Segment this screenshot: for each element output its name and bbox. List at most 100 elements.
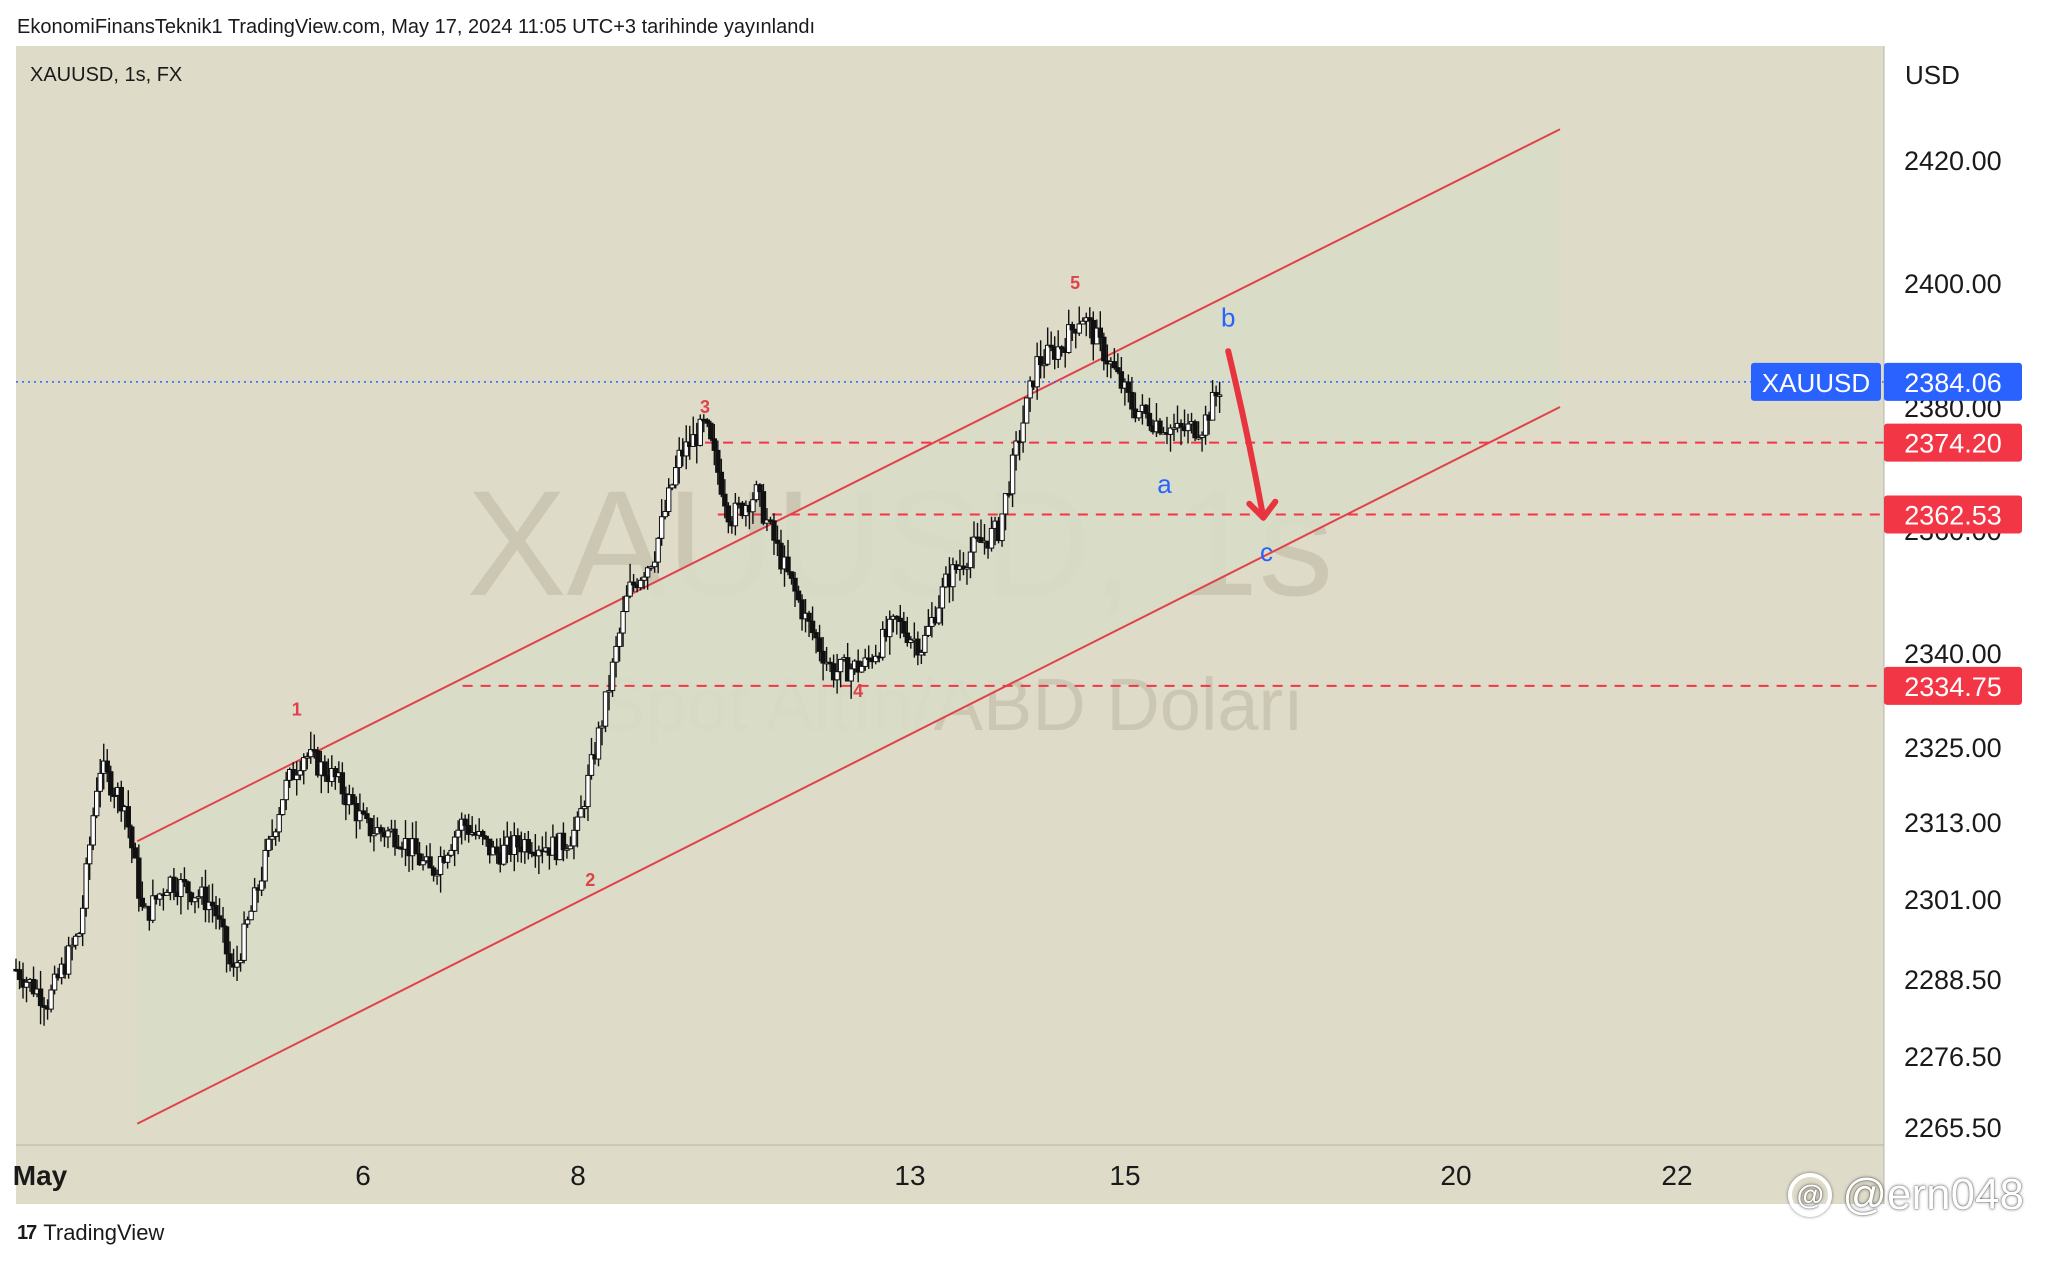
candle-body — [65, 945, 72, 975]
candle-body — [427, 856, 433, 869]
candle-body — [392, 828, 398, 848]
wave-label: 3 — [700, 397, 710, 417]
candle-body — [444, 854, 451, 863]
publish-info: EkonomiFinansTeknik1 TradingView.com, Ma… — [17, 16, 816, 38]
candle-body — [1111, 361, 1118, 369]
candle-body — [434, 873, 440, 877]
wave-label: 1 — [292, 700, 302, 720]
tradingview-logo[interactable]: 17 TradingView — [17, 1220, 164, 1246]
candle-body — [585, 774, 591, 808]
candle-body — [880, 628, 886, 658]
candle-body — [462, 818, 468, 826]
candle-body — [1027, 380, 1033, 399]
candle-body — [483, 835, 489, 840]
candle-body — [711, 438, 718, 451]
symbol-price-tag: XAUUSD — [1762, 368, 1870, 398]
candle-body — [37, 988, 44, 1007]
symbol-interval-label[interactable]: XAUUSD, 1s, FX — [30, 64, 183, 86]
candle-body — [262, 849, 268, 882]
wave-label: 4 — [853, 681, 863, 701]
candle-body — [420, 860, 426, 866]
candle-body — [897, 617, 903, 623]
candle-body — [150, 895, 156, 921]
candle-body — [118, 786, 124, 812]
candle-body — [1013, 440, 1019, 456]
candle-body — [241, 923, 247, 961]
candle-body — [125, 806, 131, 828]
candle-body — [760, 491, 767, 524]
candle-body — [588, 754, 595, 776]
candle-body — [385, 830, 391, 838]
candle-body — [220, 918, 226, 928]
candle-body — [290, 768, 296, 781]
candle-body — [637, 579, 644, 589]
candle-body — [1143, 404, 1149, 414]
candle-body — [1048, 344, 1054, 348]
candle-body — [171, 876, 177, 893]
y-tick-label: 2325.00 — [1904, 733, 2002, 763]
candle-body — [697, 418, 703, 446]
candle-body — [437, 856, 444, 875]
candle-body — [378, 827, 384, 833]
candle-body — [967, 551, 974, 569]
currency-selector[interactable]: USD — [1891, 54, 2021, 96]
level-price-tag: 2334.75 — [1904, 672, 2002, 702]
level-price-tag: 2362.53 — [1904, 500, 2002, 530]
candle-body — [367, 818, 374, 837]
candle-body — [164, 891, 170, 896]
candle-body — [837, 658, 844, 673]
candle-body — [1118, 371, 1125, 389]
tradingview-logo-icon: 17 — [17, 1221, 37, 1244]
candle-body — [1055, 346, 1061, 360]
wave-label: 2 — [585, 870, 595, 890]
candle-body — [918, 651, 925, 656]
candle-body — [1202, 414, 1209, 436]
candle-body — [771, 520, 777, 541]
candle-body — [750, 499, 756, 513]
candle-body — [76, 933, 82, 937]
candle-body — [1213, 391, 1219, 397]
candle-body — [715, 449, 721, 473]
candle-body — [94, 790, 100, 817]
candle-body — [227, 953, 233, 965]
candle-body — [936, 607, 942, 624]
wave-label: c — [1260, 537, 1273, 567]
candle-body — [567, 845, 574, 850]
channel-lower-line — [136, 406, 1561, 1125]
candle-body — [894, 615, 900, 619]
candle-body — [494, 846, 500, 854]
candle-body — [51, 973, 58, 991]
candle-body — [1034, 356, 1040, 388]
y-tick-label: 2313.00 — [1904, 808, 2002, 838]
candle-body — [304, 756, 310, 759]
candle-body — [360, 810, 367, 815]
candle-body — [1115, 367, 1121, 373]
candle-body — [641, 576, 647, 581]
candle-body — [269, 836, 275, 840]
candle-body — [1216, 394, 1223, 397]
horizontal-levels — [16, 381, 1884, 687]
candle-body — [1009, 454, 1016, 495]
x-tick-label: May — [13, 1160, 68, 1191]
candle-body — [79, 907, 86, 935]
candle-body — [451, 836, 458, 851]
candle-body — [1178, 422, 1184, 428]
social-handle: @ern048 — [1842, 1170, 2024, 1219]
channel-upper-line — [136, 128, 1561, 843]
x-tick-label: 15 — [1109, 1160, 1140, 1191]
candle-body — [1002, 493, 1009, 515]
y-tick-label: 2265.50 — [1904, 1113, 2002, 1143]
candle-body — [237, 959, 244, 964]
candle-body — [213, 905, 219, 917]
candle-body — [901, 621, 907, 634]
candle-body — [964, 567, 970, 570]
candle-body — [1076, 323, 1082, 334]
candle-body — [72, 935, 79, 946]
candle-body — [922, 634, 928, 653]
candle-body — [655, 537, 661, 563]
candle-body — [564, 848, 570, 851]
candle-body — [157, 893, 163, 900]
candle-body — [104, 760, 110, 773]
candle-body — [595, 727, 602, 760]
